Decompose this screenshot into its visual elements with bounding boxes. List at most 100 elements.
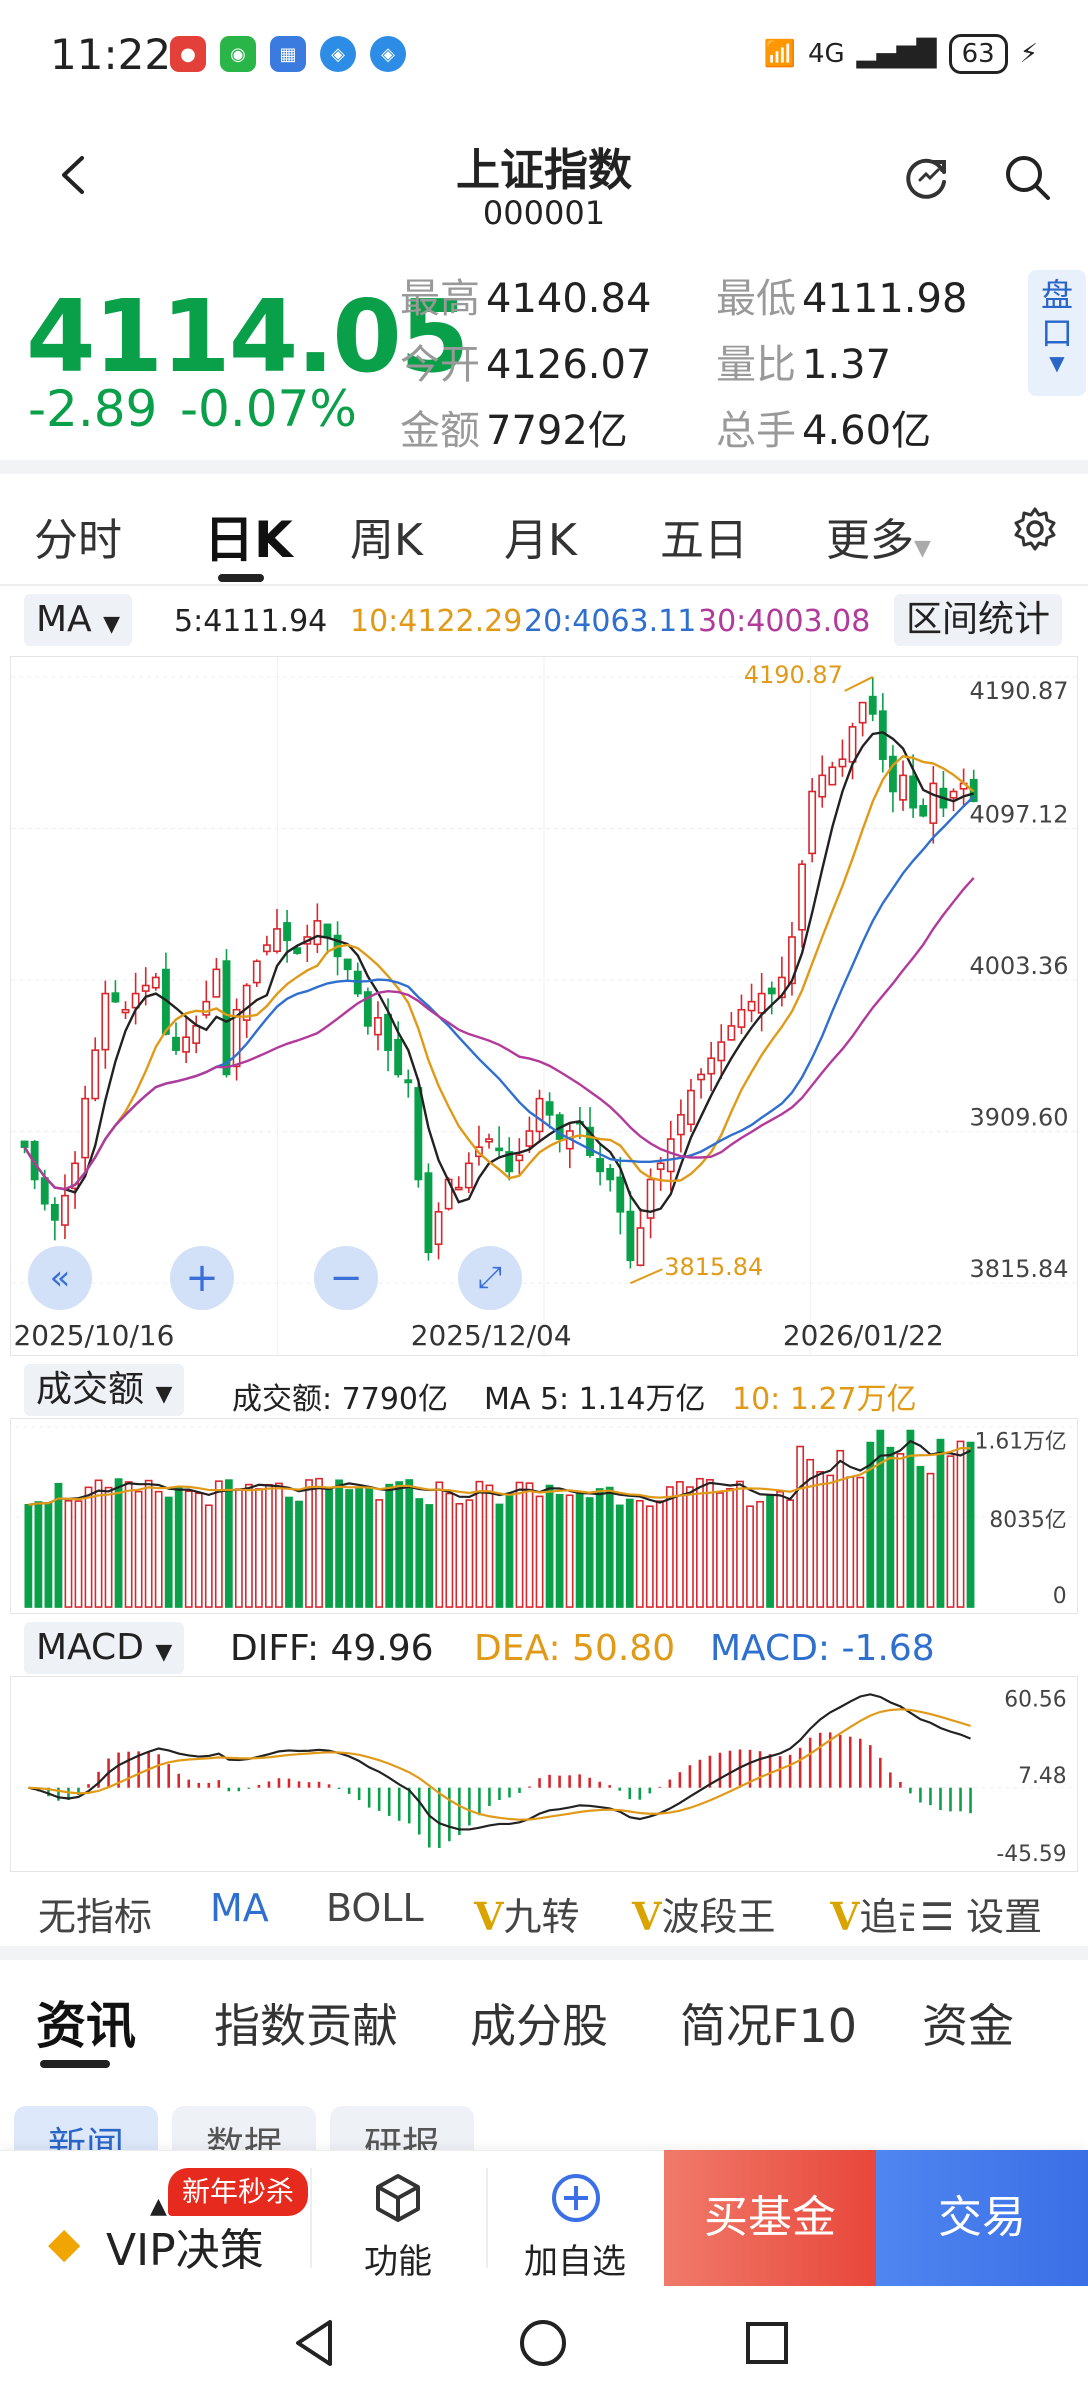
search-icon[interactable]	[1000, 150, 1056, 206]
indicator-selector[interactable]: MA ▼	[24, 594, 133, 646]
gear-icon[interactable]	[1010, 504, 1060, 554]
candle-up	[71, 1162, 79, 1190]
tab-five-day[interactable]: 五日	[660, 515, 748, 566]
vip-button[interactable]: VIP决策	[106, 2225, 264, 2276]
wechat-icon: ◉	[220, 36, 256, 72]
high-annotation: 4190.87	[744, 661, 843, 689]
zoom-in-icon[interactable]: +	[170, 1246, 234, 1310]
candle-up	[515, 1154, 524, 1162]
ma-legend: MA ▼ 5:4111.94 10:4122.29 20:4063.11 30:…	[0, 590, 1088, 650]
diff-line	[28, 1693, 971, 1831]
candle-up	[687, 1089, 695, 1126]
volume-bar-down	[585, 1497, 594, 1608]
volume-bar-down	[615, 1504, 624, 1608]
candle-up	[434, 1211, 443, 1246]
v-badge-icon: V	[830, 1894, 860, 1939]
volume-bar-up	[104, 1486, 113, 1608]
candle-down	[20, 1140, 29, 1148]
candle-down	[404, 1079, 413, 1084]
volume-bar-up	[144, 1479, 153, 1608]
tab-f10[interactable]: 简况F10	[680, 1999, 857, 2053]
volume-bar-down	[886, 1446, 895, 1608]
volume-bar-down	[355, 1486, 364, 1608]
indicator-boll[interactable]: BOLL	[326, 1886, 424, 1930]
candle-down	[606, 1167, 615, 1181]
volume-bar-up	[736, 1480, 744, 1608]
ma30-value: 30:4003.08	[698, 604, 871, 639]
volume-bar-up	[445, 1492, 454, 1608]
tab-monthly-k[interactable]: 月K	[504, 515, 577, 566]
function-button[interactable]: 功能	[364, 2242, 432, 2282]
tab-index-contribution[interactable]: 指数贡献	[214, 1999, 398, 2053]
zoom-out-icon[interactable]: −	[314, 1246, 378, 1310]
refresh-icon[interactable]	[898, 150, 954, 206]
ma5-value: 5:4111.94	[174, 604, 328, 639]
trade-button[interactable]: 交易	[876, 2150, 1088, 2286]
candle-down	[767, 987, 776, 995]
tab-more[interactable]: 更多▼	[826, 515, 931, 566]
tab-daily-k[interactable]: 日K	[204, 511, 293, 569]
buy-fund-button[interactable]: 买基金	[664, 2150, 876, 2286]
indicator-ma[interactable]: MA	[210, 1886, 269, 1930]
indicator-wave-king[interactable]: V波段王	[632, 1894, 776, 1939]
indicator-nine-turn[interactable]: V九转	[474, 1894, 580, 1939]
scroll-left-icon[interactable]: «	[28, 1246, 92, 1310]
range-stats-button[interactable]: 区间统计	[894, 594, 1063, 646]
volume-bar-down	[54, 1482, 63, 1608]
indicator-settings[interactable]: ☰ 设置	[920, 1886, 1043, 1941]
volume-bar-up	[635, 1500, 644, 1608]
volume-selector[interactable]: 成交额 ▼	[24, 1364, 185, 1416]
candle-down	[343, 958, 352, 971]
volume-ma5: MA 5: 1.14万亿	[484, 1382, 706, 1417]
candle-down	[222, 960, 231, 1076]
price-change: -2.89	[28, 380, 158, 438]
macd-chart[interactable]: 60.56 7.48 -45.59	[10, 1676, 1078, 1872]
volume-bar-down	[595, 1488, 604, 1608]
add-watchlist-button[interactable]: 加自选	[524, 2242, 626, 2282]
nav-recents-icon[interactable]	[740, 2316, 794, 2370]
x-tick-label: 2026/01/22	[783, 1319, 944, 1352]
nav-back-icon[interactable]	[290, 2316, 344, 2370]
tab-weekly-k[interactable]: 周K	[350, 515, 423, 566]
volume-bar-up	[956, 1440, 965, 1608]
volume-bar-up	[64, 1500, 73, 1608]
low-annotation: 3815.84	[664, 1253, 763, 1281]
volume-bar-up	[515, 1481, 524, 1608]
candle-up	[61, 1194, 69, 1226]
indicator-none[interactable]: 无指标	[38, 1895, 153, 1939]
volume-bar-down	[545, 1484, 554, 1608]
volume-chart[interactable]: 1.61万亿 8035亿 0	[10, 1418, 1078, 1614]
order-book-button[interactable]: 盘口 ▼	[1028, 270, 1086, 396]
nav-home-icon[interactable]	[516, 2316, 570, 2370]
volume-bar-down	[335, 1479, 343, 1608]
page-title: 上证指数	[456, 145, 632, 196]
tab-capital[interactable]: 资金	[922, 1999, 1014, 2053]
high-annotation-line	[844, 676, 874, 692]
y-tick-label: 8035亿	[989, 1508, 1066, 1533]
candle-up	[636, 1227, 645, 1267]
y-tick-label: 3909.60	[970, 1104, 1069, 1132]
back-icon[interactable]	[50, 150, 100, 200]
ma10-value: 10:4122.29	[350, 604, 523, 639]
caret-down-icon: ▼	[1049, 351, 1065, 375]
candlestick-chart[interactable]: 4190.87 4097.12 4003.36 3909.60 3815.84 2025/…	[10, 656, 1078, 1356]
candle-down	[293, 947, 302, 954]
volume-bar-down	[936, 1438, 945, 1608]
volume-bar-up	[856, 1476, 865, 1608]
volume-bar-down	[164, 1496, 173, 1608]
tab-constituents[interactable]: 成分股	[470, 1999, 608, 2053]
volume-bar-up	[244, 1483, 253, 1608]
browser2-icon: ◈	[370, 36, 406, 72]
macd-selector[interactable]: MACD ▼	[24, 1622, 185, 1674]
volume-bar-down	[916, 1465, 925, 1608]
candle-up	[192, 1025, 201, 1044]
tab-news[interactable]: 资讯	[36, 1997, 136, 2055]
indicator-chase[interactable]: V追击	[830, 1894, 914, 1939]
volume-bar-up	[154, 1490, 163, 1608]
volume-bar-up	[234, 1488, 243, 1608]
volume-bar-down	[605, 1486, 614, 1608]
fullscreen-icon[interactable]: ⤢	[458, 1246, 522, 1310]
tab-intraday[interactable]: 分时	[34, 515, 122, 566]
caret-down-icon: ▼	[155, 1640, 173, 1665]
candle-down	[394, 1038, 403, 1076]
